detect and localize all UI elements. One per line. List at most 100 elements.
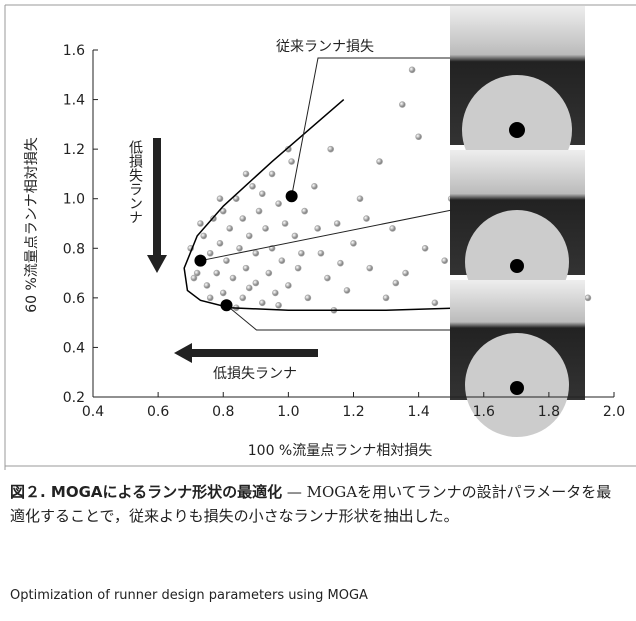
point <box>324 275 330 281</box>
annotation: 低損失ランナ <box>127 140 143 224</box>
chart: 低損失ランナ 低損失ランナ 従来ランナ損失 100 %流量点ランナ相対損失 60… <box>0 0 636 470</box>
point <box>292 233 298 239</box>
point <box>276 302 282 308</box>
point <box>393 280 399 286</box>
point <box>367 265 373 271</box>
point <box>276 201 282 207</box>
point <box>432 300 438 306</box>
point <box>214 270 220 276</box>
point <box>259 191 265 197</box>
arrow-head <box>147 255 167 273</box>
point <box>256 208 262 214</box>
point <box>351 240 357 246</box>
caption-title: 図２. MOGAによるランナ形状の最適化 <box>10 483 282 501</box>
point <box>237 245 243 251</box>
point <box>403 270 409 276</box>
y-tick-label: 1.0 <box>63 192 85 208</box>
runner-hub <box>510 259 524 273</box>
point <box>302 208 308 214</box>
point <box>220 290 226 296</box>
point <box>383 295 389 301</box>
x-tick-label: 1.2 <box>342 404 364 420</box>
highlight-point <box>221 299 233 311</box>
point <box>217 196 223 202</box>
point <box>259 300 265 306</box>
point <box>409 67 415 73</box>
page: 低損失ランナ 低損失ランナ 従来ランナ損失 100 %流量点ランナ相対損失 60… <box>0 0 636 621</box>
runner-hub <box>510 381 524 395</box>
point <box>240 216 246 222</box>
point <box>207 295 213 301</box>
runner-hub <box>509 122 525 138</box>
arrow-head <box>174 343 192 363</box>
annotation: 従来ランナ損失 <box>276 39 374 55</box>
point <box>298 250 304 256</box>
point <box>585 295 591 301</box>
highlight-point <box>194 255 206 267</box>
x-tick-label: 1.6 <box>473 404 495 420</box>
caption-english: Optimization of runner design parameters… <box>10 588 368 603</box>
point <box>344 287 350 293</box>
point <box>357 196 363 202</box>
point <box>422 245 428 251</box>
point <box>334 221 340 227</box>
y-tick-label: 1.4 <box>63 93 85 109</box>
point <box>197 221 203 227</box>
point <box>377 159 383 165</box>
highlight-point <box>286 190 298 202</box>
y-tick-label: 0.4 <box>63 340 85 356</box>
x-tick-label: 1.8 <box>538 404 560 420</box>
point <box>442 258 448 264</box>
point <box>279 258 285 264</box>
point <box>240 295 246 301</box>
x-tick-label: 0.8 <box>212 404 234 420</box>
point <box>399 102 405 108</box>
point <box>282 221 288 227</box>
point <box>227 225 233 231</box>
point <box>390 225 396 231</box>
point <box>269 171 275 177</box>
y-tick-label: 0.8 <box>63 241 85 257</box>
annotation: 低損失ランナ <box>213 366 297 382</box>
runner-images <box>450 6 585 437</box>
point <box>311 183 317 189</box>
point <box>305 295 311 301</box>
point <box>285 282 291 288</box>
y-tick-label: 0.2 <box>63 390 85 406</box>
point <box>191 275 197 281</box>
callout-line <box>200 210 452 261</box>
callout-line <box>292 58 450 196</box>
x-tick-label: 1.4 <box>407 404 429 420</box>
point <box>272 290 278 296</box>
y-axis-title: 60 %流量点ランナ相対損失 <box>24 137 40 313</box>
point <box>246 285 252 291</box>
point <box>315 225 321 231</box>
point <box>318 250 324 256</box>
x-axis-title: 100 %流量点ランナ相対損失 <box>248 443 432 459</box>
point <box>364 216 370 222</box>
point <box>253 250 259 256</box>
point <box>250 183 256 189</box>
point <box>266 270 272 276</box>
x-tick-label: 0.6 <box>147 404 169 420</box>
x-tick-label: 2.0 <box>603 404 625 420</box>
point <box>224 258 230 264</box>
point <box>253 280 259 286</box>
point <box>243 265 249 271</box>
point <box>230 275 236 281</box>
point <box>246 233 252 239</box>
point <box>337 260 343 266</box>
x-tick-label: 1.0 <box>277 404 299 420</box>
caption: 図２. MOGAによるランナ形状の最適化 — MOGAを用いてランナの設計パラメ… <box>10 480 620 528</box>
point <box>204 282 210 288</box>
x-tick-label: 0.4 <box>82 404 104 420</box>
point <box>289 159 295 165</box>
point <box>207 250 213 256</box>
y-tick-label: 1.2 <box>63 142 85 158</box>
point <box>243 171 249 177</box>
y-tick-label: 0.6 <box>63 291 85 307</box>
point <box>416 134 422 140</box>
y-tick-label: 1.6 <box>63 43 85 59</box>
point <box>217 240 223 246</box>
point <box>295 265 301 271</box>
